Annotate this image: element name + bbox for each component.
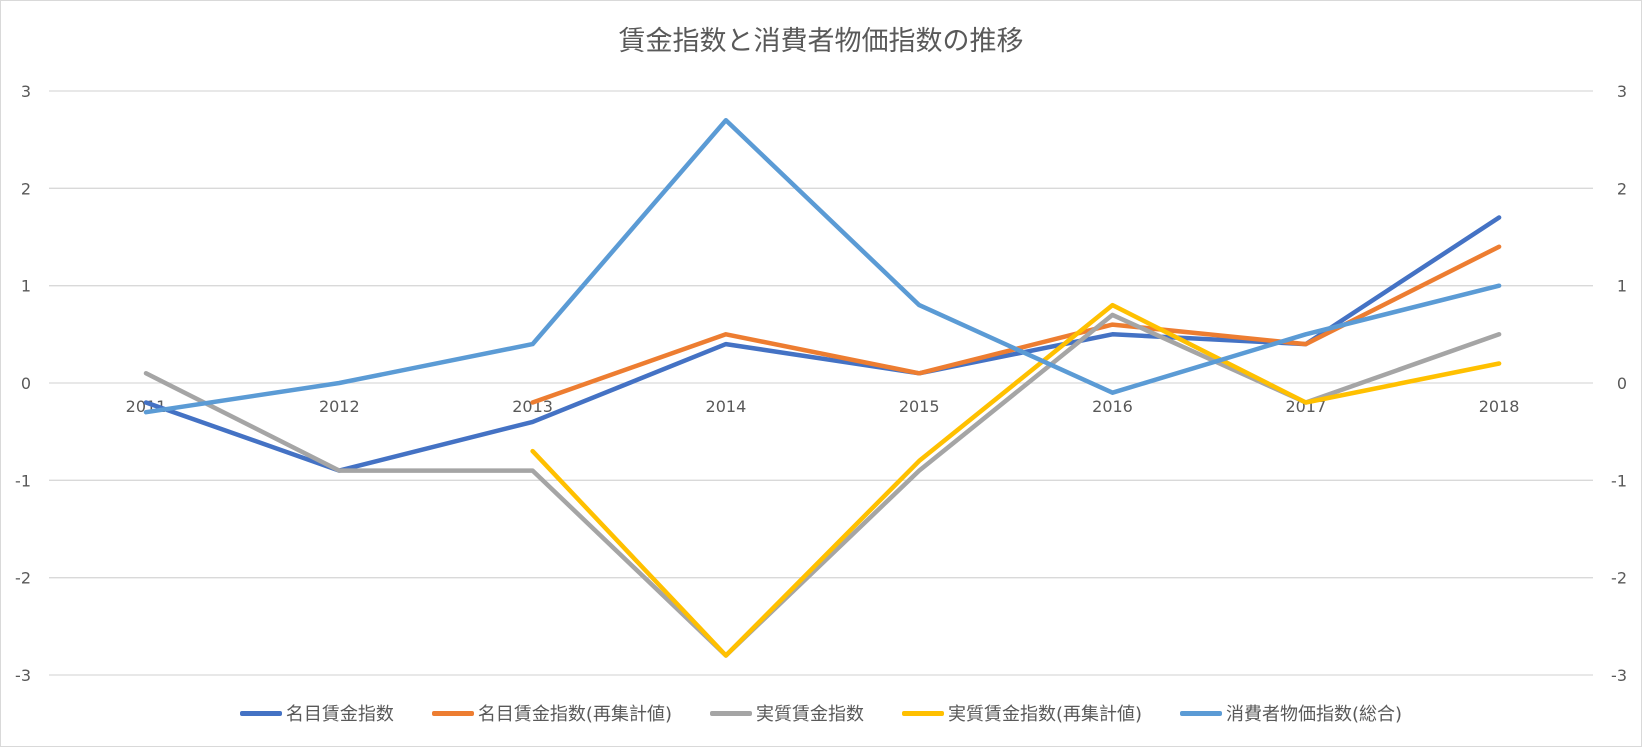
legend-item-3: 実質賃金指数	[709, 700, 864, 726]
y-tick-label-left: -3	[15, 666, 31, 685]
y-tick-label-left: 1	[21, 277, 31, 296]
y-tick-label-left: -1	[15, 471, 31, 490]
legend-label: 実質賃金指数(再集計値)	[947, 704, 1143, 725]
legend-label: 実質賃金指数	[755, 704, 864, 725]
legend-swatch	[239, 710, 282, 716]
chart-title: 賃金指数と消費者物価指数の推移	[618, 26, 1024, 57]
x-tick-label: 2015	[899, 397, 940, 416]
legend-item-2: 名目賃金指数(再集計値)	[431, 700, 672, 726]
series-layer	[143, 117, 1502, 658]
x-tick-label: 2013	[512, 397, 553, 416]
legend-label: 消費者物価指数(総合)	[1226, 704, 1403, 725]
legend-item-1: 名目賃金指数	[239, 700, 394, 726]
legend-item-5: 消費者物価指数(総合)	[1180, 700, 1402, 726]
x-tick-label: 2016	[1092, 397, 1133, 416]
y-axis-right: 3 2 1 0 -1 -2 -3	[1611, 82, 1627, 685]
x-tick-label: 2012	[319, 397, 360, 416]
series-line-4	[530, 302, 1502, 658]
y-tick-label-left: 0	[21, 374, 31, 393]
grid-layer	[49, 90, 1593, 676]
series-line-5	[143, 117, 1502, 415]
legend-swatch	[431, 710, 474, 716]
legend-swatch	[901, 710, 944, 716]
y-tick-label-left: -2	[15, 569, 31, 588]
y-axis-left: 3 2 1 0 -1 -2 -3	[15, 82, 31, 685]
y-tick-label-right: 0	[1617, 374, 1627, 393]
y-tick-label-left: 3	[21, 82, 31, 101]
y-tick-label-right: 2	[1617, 179, 1627, 198]
y-tick-label-right: 1	[1617, 277, 1627, 296]
legend-label: 名目賃金指数	[285, 704, 394, 725]
series-line-2	[530, 244, 1502, 405]
y-tick-label-right: -3	[1611, 666, 1627, 685]
y-tick-label-right: -1	[1611, 471, 1627, 490]
x-tick-label: 2014	[706, 397, 747, 416]
legend-swatch	[709, 710, 752, 716]
legend-label: 名目賃金指数(再集計値)	[477, 704, 672, 725]
y-tick-label-right: -2	[1611, 569, 1627, 588]
legend: 名目賃金指数 名目賃金指数(再集計値) 実質賃金指数 実質賃金指数(再集計値) 消費者物…	[1, 700, 1641, 726]
x-axis-labels: 2011 2012 2013 2014 2015 2016 2017 2018	[126, 397, 1520, 416]
y-tick-label-right: 3	[1617, 82, 1627, 101]
legend-swatch	[1180, 710, 1223, 716]
y-tick-label-left: 2	[21, 179, 31, 198]
x-tick-label: 2018	[1479, 397, 1520, 416]
series-line-3	[143, 312, 1502, 658]
legend-item-4: 実質賃金指数(再集計値)	[901, 700, 1143, 726]
